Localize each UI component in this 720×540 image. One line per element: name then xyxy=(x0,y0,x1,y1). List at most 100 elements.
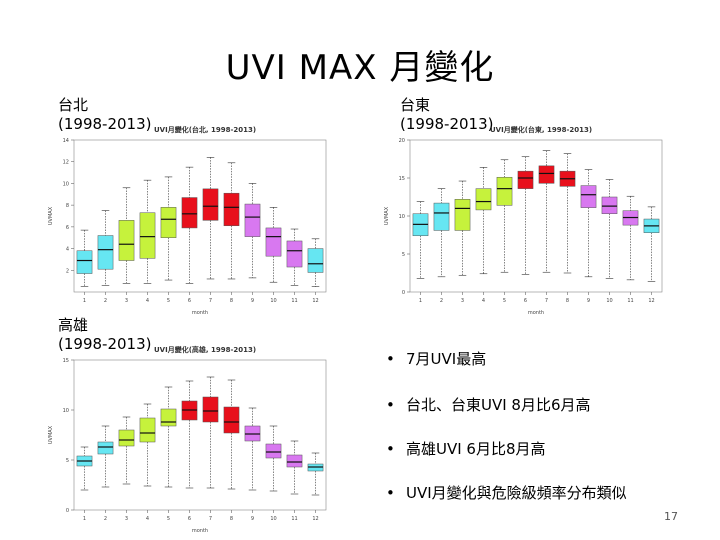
finding-item: • UVI月變化與危險級頻率分布類似 xyxy=(386,484,627,502)
x-tick-label: 4 xyxy=(146,298,149,304)
y-axis-label: UVMAX xyxy=(48,425,54,444)
x-tick-label: 9 xyxy=(587,298,590,304)
box-month-8 xyxy=(223,192,240,227)
x-tick-label: 9 xyxy=(251,298,254,304)
x-tick-label: 6 xyxy=(524,298,527,304)
y-tick-label: 10 xyxy=(63,408,69,414)
box-month-8 xyxy=(223,406,240,434)
y-tick-label: 15 xyxy=(399,176,405,182)
box-month-9 xyxy=(580,185,597,208)
x-tick-label: 8 xyxy=(230,516,233,522)
x-tick-label: 7 xyxy=(545,298,548,304)
x-tick-label: 3 xyxy=(125,516,128,522)
finding-item: • 台北、台東UVI 8月比6月高 xyxy=(386,396,591,414)
y-tick-label: 14 xyxy=(63,138,69,144)
x-tick-label: 5 xyxy=(503,298,506,304)
x-tick-label: 1 xyxy=(83,516,86,522)
y-tick-label: 10 xyxy=(399,214,405,220)
station-label-taitung: 台東 (1998-2013) xyxy=(400,96,493,134)
y-tick-label: 0 xyxy=(66,508,69,514)
box-month-4 xyxy=(139,212,156,259)
y-tick-label: 0 xyxy=(402,290,405,296)
x-tick-label: 11 xyxy=(291,516,297,522)
x-tick-label: 7 xyxy=(209,298,212,304)
station-years: (1998-2013) xyxy=(400,115,494,133)
station-years: (1998-2013) xyxy=(58,335,152,353)
box-month-4 xyxy=(475,188,492,211)
box-month-9 xyxy=(244,203,261,237)
x-tick-label: 9 xyxy=(251,516,254,522)
y-tick-label: 6 xyxy=(66,225,69,231)
box-month-10 xyxy=(265,443,282,459)
box-month-2 xyxy=(97,235,114,270)
y-tick-label: 8 xyxy=(66,203,69,209)
chart-title: UVI月變化(台北, 1998-2013) xyxy=(154,125,256,134)
x-tick-label: 12 xyxy=(648,298,654,304)
box-month-7 xyxy=(202,188,219,221)
x-tick-label: 3 xyxy=(125,298,128,304)
x-tick-label: 2 xyxy=(104,516,107,522)
y-tick-label: 15 xyxy=(63,358,69,364)
y-axis-label: UVMAX xyxy=(48,206,54,225)
box-month-6 xyxy=(517,170,534,189)
box-month-6 xyxy=(181,197,198,229)
box-month-2 xyxy=(433,202,450,231)
boxplot-kaohsiung: UVI月變化(高雄, 1998-2013) 0 5 10 15 UVMAX 1 2 3 4 5 6 7 8… xyxy=(44,340,334,536)
page-number: 17 xyxy=(664,510,678,523)
y-axis-label: UVMAX xyxy=(384,206,390,225)
finding-item: • 7月UVI最高 xyxy=(386,350,487,368)
box-month-3 xyxy=(454,199,471,231)
y-tick-label: 10 xyxy=(63,181,69,187)
station-name: 高雄 xyxy=(58,316,89,334)
plot-frame xyxy=(73,359,327,511)
x-tick-label: 1 xyxy=(419,298,422,304)
box-month-5 xyxy=(496,176,513,206)
plot-frame xyxy=(73,139,327,293)
x-tick-label: 10 xyxy=(606,298,612,304)
x-tick-label: 8 xyxy=(230,298,233,304)
station-label-kaohsiung: 高雄 (1998-2013) xyxy=(58,316,151,354)
station-name: 台東 xyxy=(400,96,431,114)
y-tick-label: 5 xyxy=(66,458,69,464)
chart-title: UVI月變化(台東, 1998-2013) xyxy=(490,125,592,134)
x-tick-label: 11 xyxy=(627,298,633,304)
box-month-7 xyxy=(202,396,219,423)
x-tick-label: 5 xyxy=(167,298,170,304)
box-month-1 xyxy=(76,250,93,274)
box-month-12 xyxy=(307,248,324,273)
box-month-5 xyxy=(160,207,177,238)
page-title: UVI MAX 月變化 xyxy=(225,48,495,88)
box-month-11 xyxy=(286,454,303,468)
y-tick-label: 2 xyxy=(66,268,69,274)
station-label-taipei: 台北 (1998-2013) xyxy=(58,96,151,134)
finding-item: • 高雄UVI 6月比8月高 xyxy=(386,440,546,458)
boxplot-taipei: UVI月變化(台北, 1998-2013) 2 4 6 8 10 12 14 UVMAX 1 2 3 4… xyxy=(44,120,334,318)
x-tick-label: 10 xyxy=(270,298,276,304)
box-month-3 xyxy=(118,429,135,447)
y-tick-label: 4 xyxy=(66,247,69,253)
box-month-4 xyxy=(139,417,156,443)
box-month-10 xyxy=(601,196,618,214)
station-years: (1998-2013) xyxy=(58,115,152,133)
x-axis-label: month xyxy=(528,310,544,316)
x-tick-label: 12 xyxy=(312,298,318,304)
x-tick-label: 2 xyxy=(104,298,107,304)
boxplot-taitung: UVI月變化(台東, 1998-2013) 0 5 10 15 20 UVMAX 1 2 3 4 5 6… xyxy=(380,120,670,318)
box-month-11 xyxy=(286,240,303,268)
x-tick-label: 8 xyxy=(566,298,569,304)
x-tick-label: 11 xyxy=(291,298,297,304)
y-tick-label: 5 xyxy=(402,252,405,258)
box-month-5 xyxy=(160,408,177,427)
box-month-10 xyxy=(265,227,282,257)
x-axis-label: month xyxy=(192,528,208,534)
box-month-3 xyxy=(118,220,135,261)
y-tick-label: 12 xyxy=(63,160,69,166)
chart-title: UVI月變化(高雄, 1998-2013) xyxy=(154,345,256,354)
box-month-2 xyxy=(97,441,114,455)
x-tick-label: 4 xyxy=(482,298,485,304)
x-tick-label: 6 xyxy=(188,516,191,522)
x-tick-label: 3 xyxy=(461,298,464,304)
x-axis-label: month xyxy=(192,310,208,316)
x-tick-label: 12 xyxy=(312,516,318,522)
station-name: 台北 xyxy=(58,96,89,114)
